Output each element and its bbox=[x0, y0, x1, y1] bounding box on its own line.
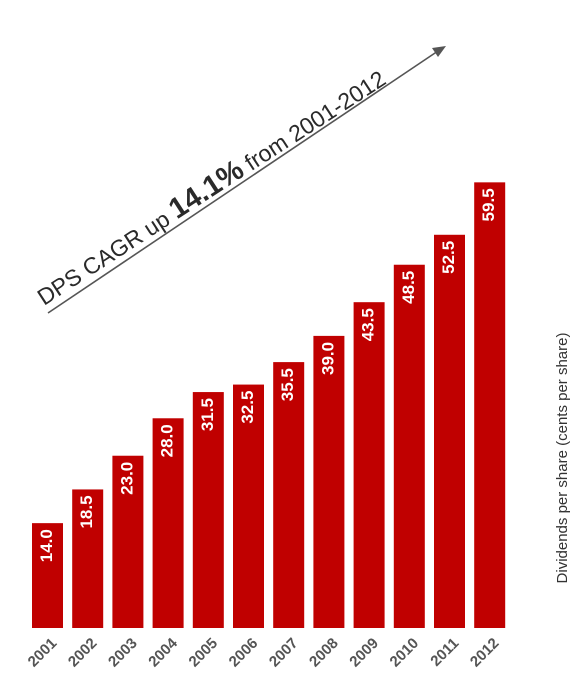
cagr-prefix: DPS CAGR up bbox=[33, 202, 180, 310]
x-axis-tick-labels: 2001 2002 2003 2004 2005 2006 2007 2008 2009 2010… bbox=[25, 634, 503, 670]
x-tick-label-2004: 2004 bbox=[145, 634, 181, 670]
bar-value-label-2007: 35.5 bbox=[278, 368, 297, 401]
bar-value-label-2003: 23.0 bbox=[117, 462, 136, 495]
bar-2011 bbox=[434, 235, 465, 628]
bar-value-label-2005: 31.5 bbox=[198, 398, 217, 431]
bar-value-label-2008: 39.0 bbox=[318, 342, 337, 375]
x-tick-label-2006: 2006 bbox=[226, 635, 262, 671]
x-tick-label-2009: 2009 bbox=[346, 635, 382, 671]
bar-value-label-2002: 18.5 bbox=[77, 495, 96, 528]
bar-2010 bbox=[394, 265, 425, 628]
cagr-suffix: from 2001-2012 bbox=[234, 65, 390, 179]
x-tick-label-2001: 2001 bbox=[25, 635, 61, 671]
trend-arrow-head bbox=[432, 46, 446, 57]
bar-value-label-2009: 43.5 bbox=[359, 308, 378, 341]
x-tick-label-2002: 2002 bbox=[65, 635, 101, 671]
x-tick-label-2010: 2010 bbox=[387, 635, 423, 671]
cagr-text: DPS CAGR up 14.1% from 2001-2012 bbox=[30, 62, 391, 312]
x-tick-label-2012: 2012 bbox=[467, 635, 503, 671]
bar-2009 bbox=[354, 302, 385, 628]
bar-value-label-2012: 59.5 bbox=[479, 188, 498, 221]
cagr-annotation: DPS CAGR up 14.1% from 2001-2012 bbox=[30, 46, 446, 313]
bar-value-label-2004: 28.0 bbox=[158, 424, 177, 457]
bar-value-label-2006: 32.5 bbox=[238, 391, 257, 424]
x-tick-label-2003: 2003 bbox=[105, 635, 141, 671]
bar-2012 bbox=[474, 182, 505, 628]
x-tick-label-2008: 2008 bbox=[306, 635, 342, 671]
bar-2008 bbox=[313, 336, 344, 628]
x-tick-label-2005: 2005 bbox=[186, 635, 222, 671]
bar-value-label-2010: 48.5 bbox=[399, 271, 418, 304]
cagr-value: 14.1% bbox=[163, 154, 250, 226]
bar-value-label-2011: 52.5 bbox=[439, 241, 458, 274]
x-tick-label-2011: 2011 bbox=[427, 635, 462, 670]
x-tick-label-2007: 2007 bbox=[266, 635, 302, 671]
y-axis-label: Dividends per share (cents per share) bbox=[554, 333, 571, 584]
bar-value-label-2001: 14.0 bbox=[37, 529, 56, 562]
